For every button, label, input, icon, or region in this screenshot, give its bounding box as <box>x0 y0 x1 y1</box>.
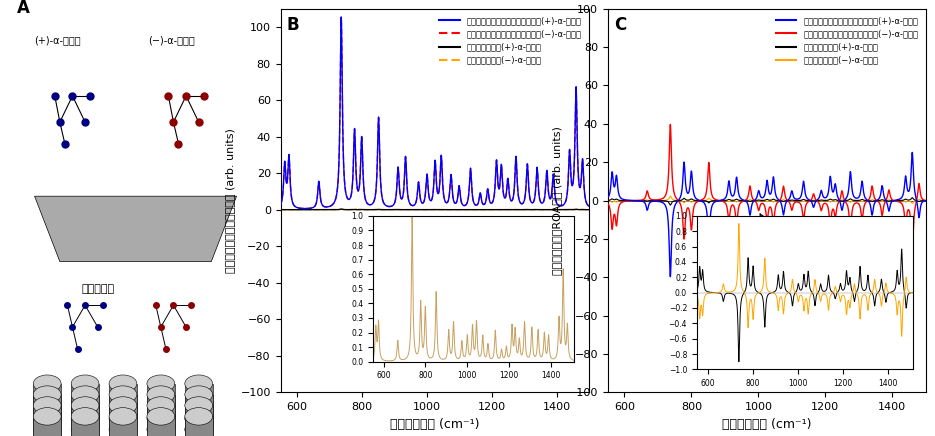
Y-axis label: 近接場におけるROA強度 (arb. units): 近接場におけるROA強度 (arb. units) <box>552 126 562 275</box>
X-axis label: ラマンシフト (cm⁻¹): ラマンシフト (cm⁻¹) <box>390 418 480 431</box>
Text: 拡大: 拡大 <box>429 222 445 239</box>
Ellipse shape <box>147 397 175 414</box>
Ellipse shape <box>185 408 212 425</box>
Ellipse shape <box>147 375 175 392</box>
Ellipse shape <box>109 397 137 414</box>
Bar <box>71 384 99 419</box>
Bar <box>34 395 61 429</box>
Bar <box>71 395 99 429</box>
Bar <box>71 405 99 436</box>
Ellipse shape <box>71 410 99 427</box>
Ellipse shape <box>109 421 137 436</box>
Bar <box>147 405 175 436</box>
Bar <box>185 405 212 436</box>
Ellipse shape <box>34 432 61 436</box>
Bar <box>147 416 175 436</box>
Ellipse shape <box>34 421 61 436</box>
Ellipse shape <box>147 410 175 427</box>
Text: B: B <box>287 17 299 34</box>
Ellipse shape <box>185 432 212 436</box>
Bar <box>109 416 137 436</box>
Ellipse shape <box>34 397 61 414</box>
Legend: シリコンナノディスクアレイでの(+)-α-ビネン, シリコンナノディスクアレイでの(−)-α-ビネン, シリカ基板での(+)-α-ビネン, シリカ基板での(−): シリコンナノディスクアレイでの(+)-α-ビネン, シリコンナノディスクアレイで… <box>436 13 585 68</box>
Ellipse shape <box>147 421 175 436</box>
Ellipse shape <box>109 432 137 436</box>
Ellipse shape <box>185 397 212 414</box>
Bar <box>147 384 175 419</box>
Ellipse shape <box>71 408 99 425</box>
Ellipse shape <box>109 375 137 392</box>
Bar <box>109 384 137 419</box>
Bar <box>34 384 61 419</box>
Bar <box>185 384 212 419</box>
Ellipse shape <box>185 386 212 403</box>
Bar <box>147 395 175 429</box>
Ellipse shape <box>34 410 61 427</box>
Ellipse shape <box>71 421 99 436</box>
Ellipse shape <box>34 408 61 425</box>
Ellipse shape <box>34 375 61 392</box>
Ellipse shape <box>185 410 212 427</box>
Bar <box>109 405 137 436</box>
Ellipse shape <box>34 386 61 403</box>
Text: (+)-α-ビネン: (+)-α-ビネン <box>35 36 81 46</box>
Text: C: C <box>614 17 626 34</box>
Legend: シリコンナノディスクアレイでの(+)-α-ビネン, シリコンナノディスクアレイでの(−)-α-ビネン, シリカ基板での(+)-α-ビネン, シリカ基板での(−): シリコンナノディスクアレイでの(+)-α-ビネン, シリコンナノディスクアレイで… <box>772 13 922 68</box>
Ellipse shape <box>71 432 99 436</box>
Bar <box>185 395 212 429</box>
Ellipse shape <box>147 408 175 425</box>
Y-axis label: 近接場におけるラマン強度 (arb. units): 近接場におけるラマン強度 (arb. units) <box>224 128 235 273</box>
Ellipse shape <box>147 386 175 403</box>
Ellipse shape <box>71 375 99 392</box>
Bar <box>34 416 61 436</box>
Ellipse shape <box>109 410 137 427</box>
Text: 拡大: 拡大 <box>760 214 775 237</box>
Ellipse shape <box>185 375 212 392</box>
Polygon shape <box>35 196 237 262</box>
Text: (−)-α-ビネン: (−)-α-ビネン <box>149 36 195 46</box>
Bar <box>185 416 212 436</box>
Ellipse shape <box>71 386 99 403</box>
Bar <box>71 416 99 436</box>
Ellipse shape <box>109 408 137 425</box>
Ellipse shape <box>71 397 99 414</box>
Text: A: A <box>17 0 30 17</box>
Bar <box>109 395 137 429</box>
Bar <box>34 405 61 436</box>
X-axis label: ラマンシフト (cm⁻¹): ラマンシフト (cm⁻¹) <box>722 418 812 431</box>
Ellipse shape <box>185 421 212 436</box>
Ellipse shape <box>109 386 137 403</box>
Text: シリカ基板: シリカ基板 <box>81 284 114 294</box>
Ellipse shape <box>147 432 175 436</box>
